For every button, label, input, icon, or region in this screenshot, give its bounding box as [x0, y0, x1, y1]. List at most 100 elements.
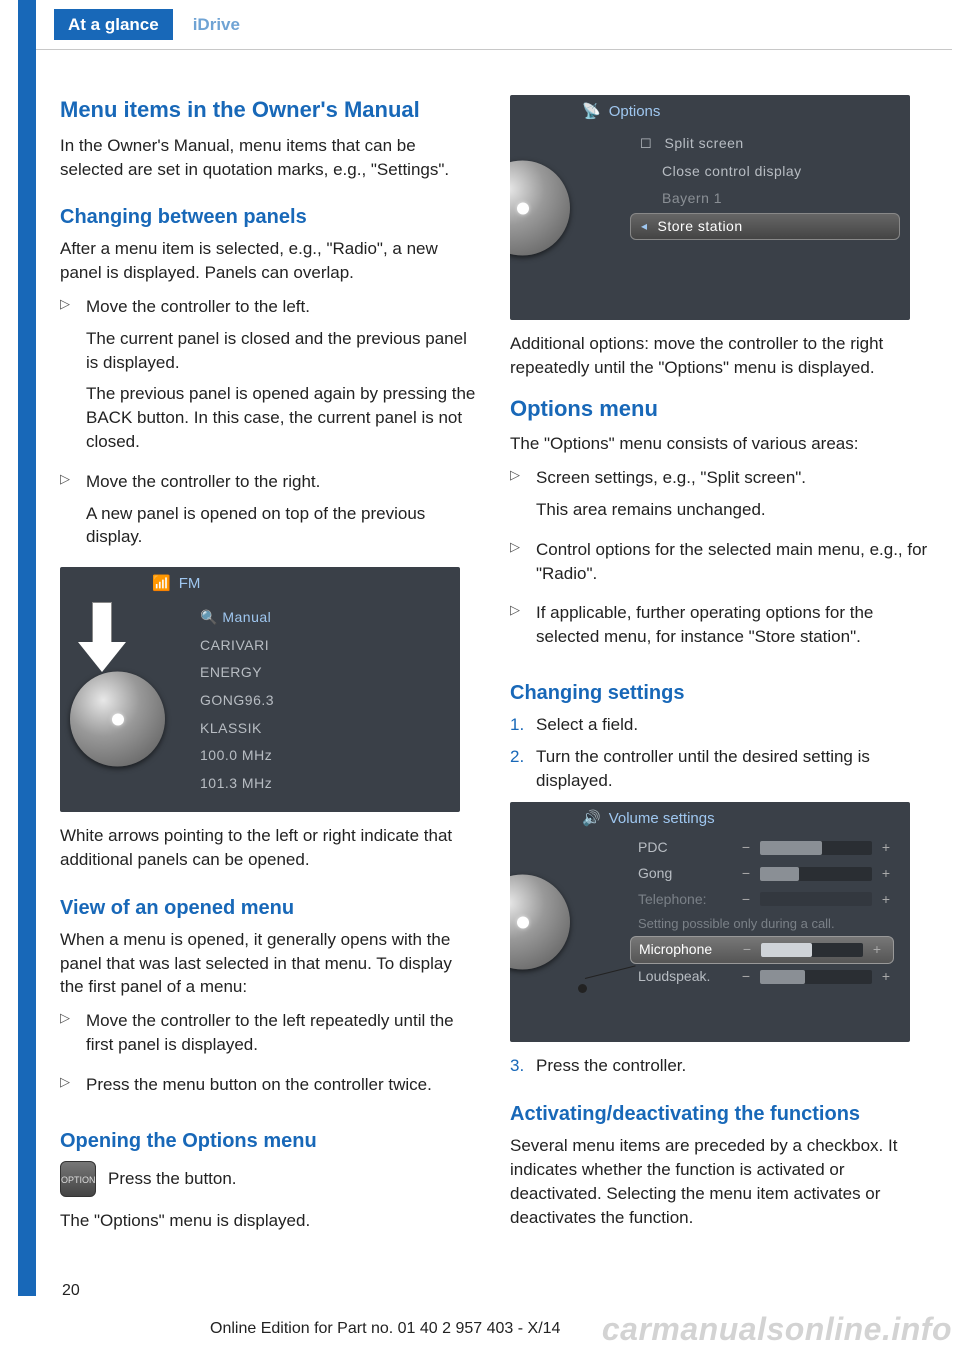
pointer-line-icon — [585, 966, 636, 980]
screenshot-row-text: Split screen — [665, 135, 744, 151]
screenshot-title: 📶 FM — [60, 567, 460, 600]
down-arrow-icon — [78, 602, 126, 672]
heading-changing-settings: Changing settings — [510, 679, 930, 707]
screenshot-list: ☐ Split screen Close control display Bay… — [640, 130, 910, 240]
bullet-marker-icon: ▷ — [60, 295, 86, 462]
header-at-a-glance: At a glance — [54, 9, 173, 41]
bullet-text: Screen settings, e.g., "Split screen". — [536, 466, 930, 490]
para-additional-options: Additional options: move the controller … — [510, 332, 930, 380]
plus-icon: + — [878, 890, 894, 910]
controller-knob-icon — [510, 875, 570, 970]
left-column: Menu items in the Owner's Manual In the … — [60, 95, 480, 1242]
bullet-text: Control options for the selected main me… — [536, 538, 930, 586]
heading-opening-options: Opening the Options menu — [60, 1127, 480, 1155]
bullet-marker-icon: ▷ — [60, 470, 86, 557]
volume-label: Microphone — [639, 940, 739, 960]
heading-activating-functions: Activating/deactivating the functions — [510, 1100, 930, 1128]
controller-knob-icon — [70, 672, 165, 767]
volume-row: PDC − + — [638, 835, 894, 861]
option-button-line: OPTION Press the button. — [60, 1161, 480, 1197]
heading-options-menu: Options menu — [510, 394, 930, 425]
para-menu-items: In the Owner's Manual, menu items that c… — [60, 134, 480, 182]
bullet-body: Move the controller to the left. The cur… — [86, 295, 480, 462]
screenshot-row: Close control display — [640, 158, 910, 186]
numlist-changing-settings: 1. Select a field. 2. Turn the controlle… — [510, 713, 930, 792]
bullet-text: This area remains unchanged. — [536, 498, 930, 522]
num-text: Press the controller. — [536, 1054, 930, 1078]
minus-icon: − — [738, 890, 754, 910]
screenshot-row: 100.0 MHz — [200, 742, 460, 770]
volume-label: Gong — [638, 864, 738, 884]
screenshot-row: ☐ Split screen — [640, 130, 910, 158]
bullet-text: A new panel is opened on top of the prev… — [86, 502, 480, 550]
bullet-body: Press the menu button on the controller … — [86, 1073, 480, 1105]
screenshot-volume-panel: 🔊 Volume settings PDC − + Gong − + Telep — [510, 802, 910, 1042]
screenshot-title: 📡 Options — [510, 95, 910, 128]
bullet-text: Move the controller to the left. — [86, 295, 480, 319]
bullet-body: Screen settings, e.g., "Split screen". T… — [536, 466, 930, 530]
right-column: 📡 Options ☐ Split screen Close control d… — [510, 95, 930, 1242]
screenshot-row: Bayern 1 — [640, 185, 910, 213]
screenshot-title-text: FM — [179, 573, 201, 594]
screenshot-fm-panel: 📶 FM 🔍 Manual CARIVARI ENERGY GONG96.3 K… — [60, 567, 460, 812]
para-changing-panels: After a menu item is selected, e.g., "Ra… — [60, 237, 480, 285]
num-item: 3. Press the controller. — [510, 1054, 930, 1078]
bullet-text: Move the controller to the left repeated… — [86, 1009, 480, 1057]
screenshot-title-text: Options — [609, 101, 661, 122]
bullet-item: ▷ Press the menu button on the controlle… — [60, 1073, 480, 1105]
num-marker: 2. — [510, 745, 536, 793]
header-idrive: iDrive — [193, 13, 240, 37]
bullet-marker-icon: ▷ — [510, 601, 536, 657]
num-text: Select a field. — [536, 713, 930, 737]
footer-edition-line: Online Edition for Part no. 01 40 2 957 … — [210, 1318, 560, 1340]
num-text: Turn the controller until the desired se… — [536, 745, 930, 793]
screenshot-list: 🔍 Manual CARIVARI ENERGY GONG96.3 KLASSI… — [200, 604, 460, 797]
bullet-item: ▷ Move the controller to the left repeat… — [60, 1009, 480, 1065]
bullet-item: ▷ Move the controller to the left. The c… — [60, 295, 480, 462]
para-options-menu: The "Options" menu consists of various a… — [510, 432, 930, 456]
search-icon: 🔍 — [200, 609, 222, 625]
bullet-text: Move the controller to the right. — [86, 470, 480, 494]
screenshot-row: CARIVARI — [200, 632, 460, 660]
options-icon: 📡 — [582, 101, 601, 122]
screenshot-row-selected: ◂ Store station — [630, 213, 900, 241]
screenshot-row: ENERGY — [200, 659, 460, 687]
page-header: At a glance iDrive — [36, 0, 952, 50]
volume-slider — [760, 970, 872, 984]
screenshot-row: 101.3 MHz — [200, 770, 460, 798]
bullet-marker-icon: ▷ — [510, 466, 536, 530]
num-marker: 3. — [510, 1054, 536, 1078]
screenshot-title: 🔊 Volume settings — [510, 802, 910, 835]
press-button-text: Press the button. — [108, 1161, 480, 1191]
minus-icon: − — [738, 838, 754, 858]
volume-slider — [760, 892, 872, 906]
para-white-arrows: White arrows pointing to the left or rig… — [60, 824, 480, 872]
screenshot-row-text: Manual — [222, 609, 271, 625]
bullet-item: ▷ If applicable, further operating optio… — [510, 601, 930, 657]
heading-menu-items: Menu items in the Owner's Manual — [60, 95, 480, 126]
para-view-opened-menu: When a menu is opened, it generally open… — [60, 928, 480, 999]
bullet-text: Press the menu button on the controller … — [86, 1073, 480, 1097]
bullet-text: The previous panel is opened again by pr… — [86, 382, 480, 453]
bullet-body: Move the controller to the right. A new … — [86, 470, 480, 557]
bullet-body: If applicable, further operating options… — [536, 601, 930, 657]
page-body: Menu items in the Owner's Manual In the … — [60, 95, 930, 1242]
left-blue-strip — [18, 0, 36, 1296]
screenshot-row: GONG96.3 — [200, 687, 460, 715]
volume-note: Setting possible only during a call. — [638, 912, 894, 936]
volume-label: Loudspeak. — [638, 967, 738, 987]
minus-icon: − — [739, 940, 755, 960]
screenshot-row: 🔍 Manual — [200, 604, 460, 632]
heading-changing-panels: Changing between panels — [60, 203, 480, 231]
screenshot-title-text: Volume settings — [609, 808, 715, 829]
bullet-body: Control options for the selected main me… — [536, 538, 930, 594]
bullets-view-opened: ▷ Move the controller to the left repeat… — [60, 1009, 480, 1104]
bullet-item: ▷ Screen settings, e.g., "Split screen".… — [510, 466, 930, 530]
bullet-item: ▷ Move the controller to the right. A ne… — [60, 470, 480, 557]
volume-label: PDC — [638, 838, 738, 858]
para-activating-functions: Several menu items are preceded by a che… — [510, 1134, 930, 1229]
volume-row: Loudspeak. − + — [638, 964, 894, 990]
screenshot-list: PDC − + Gong − + Telephone: − + Se — [638, 835, 894, 989]
para-options-displayed: The "Options" menu is displayed. — [60, 1209, 480, 1233]
num-item: 2. Turn the controller until the desired… — [510, 745, 930, 793]
